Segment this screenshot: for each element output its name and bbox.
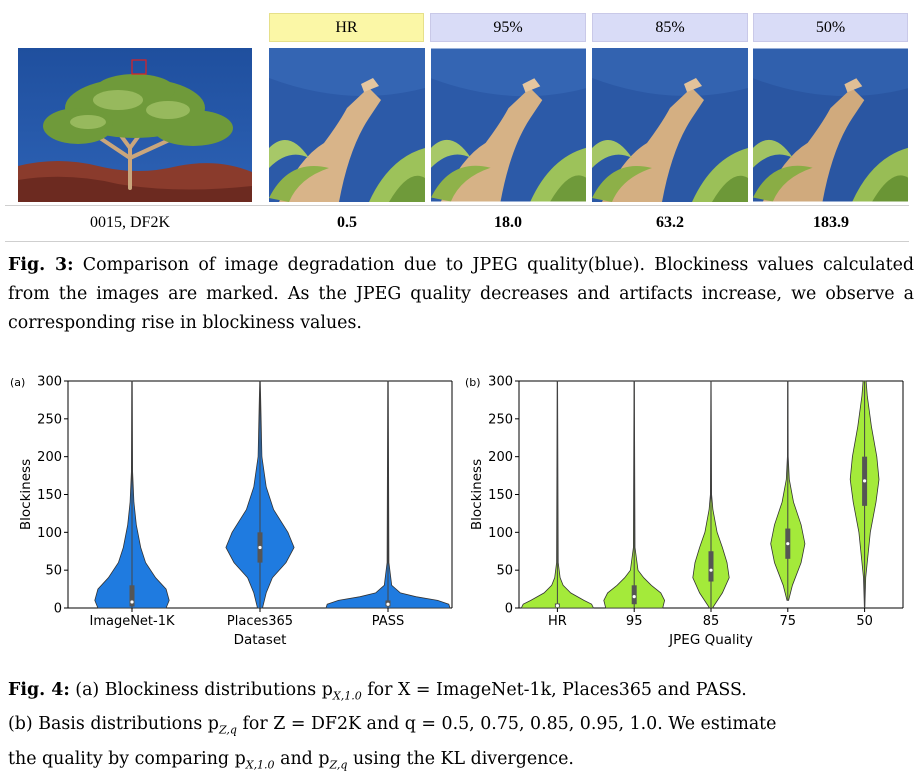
figure-4-plots: (a) 0 50 100 150 200 250 300 Blockiness ImageNet-… <box>10 375 904 648</box>
crop-hr <box>269 48 425 202</box>
y-tick-label: 0 <box>54 602 62 617</box>
fig4-line3-sub1: X,1.0 <box>245 758 275 772</box>
crop-95 <box>431 48 586 202</box>
value-85: 63.2 <box>656 214 684 231</box>
y-tick-label: 200 <box>37 450 62 465</box>
y-tick-label: 300 <box>37 375 62 390</box>
y-tick-label: 100 <box>488 526 513 541</box>
fig4-line3-sub2: Z,q <box>329 758 348 772</box>
y-tick-label: 300 <box>488 375 513 390</box>
x-tick-label: PASS <box>372 614 404 629</box>
violin-median <box>386 602 390 606</box>
crop-marker <box>131 59 147 75</box>
y-tick-label: 0 <box>505 602 513 617</box>
fig3-caption-label: Fig. 3: <box>8 255 74 275</box>
x-tick-label: 85 <box>703 614 720 629</box>
y-tick-label: 250 <box>37 412 62 427</box>
violin-median <box>709 568 713 572</box>
crop-85 <box>592 48 748 202</box>
crop-50 <box>753 48 908 202</box>
fig4-line1-sub: X,1.0 <box>332 689 362 703</box>
x-axis-label: JPEG Quality <box>668 632 753 648</box>
x-axis-label: Dataset <box>234 632 287 648</box>
table-bottom-rule <box>5 241 909 242</box>
fig4-line2-rest: for Z = DF2K and q = 0.5, 0.75, 0.85, 0.… <box>236 714 777 735</box>
violin-iqr <box>631 585 637 605</box>
y-axis-label: Blockiness <box>18 459 34 530</box>
x-tick-label: 95 <box>626 614 643 629</box>
violin-median <box>786 542 790 546</box>
y-tick-label: 250 <box>488 412 513 427</box>
violin-median <box>632 595 636 599</box>
header-85: 85% <box>592 13 748 42</box>
value-hr: 0.5 <box>337 214 357 231</box>
table-top-rule <box>5 205 909 206</box>
violin-median <box>555 604 560 608</box>
violin-iqr <box>129 585 135 607</box>
violin-median <box>863 479 867 483</box>
fig4-line3: the quality by comparing p <box>8 748 246 769</box>
fig3-caption-text: Comparison of image degradation due to J… <box>8 255 915 333</box>
fig4-line2-sub: Z,q <box>218 723 237 737</box>
x-tick-label: HR <box>548 614 567 629</box>
x-tick-label: 75 <box>780 614 797 629</box>
fig4-line1-rest: for X = ImageNet-1k, Places365 and PASS. <box>361 680 747 700</box>
y-tick-label: 50 <box>45 564 62 579</box>
value-50: 183.9 <box>813 214 849 231</box>
violin-median <box>258 545 262 550</box>
fig3-caption: Fig. 3: Comparison of image degradation … <box>8 251 914 338</box>
y-tick-label: 200 <box>488 450 513 465</box>
y-axis-label: Blockiness <box>469 459 485 530</box>
fig4-line1: (a) Blockiness distributions p <box>69 680 333 700</box>
x-tick-label: ImageNet-1K <box>89 614 174 629</box>
fig4-caption-label: Fig. 4: <box>8 680 70 700</box>
header-50: 50% <box>753 13 908 42</box>
panel-label: (a) <box>10 376 25 389</box>
violin-median <box>130 600 134 604</box>
image-label: 0015, DF2K <box>89 214 170 231</box>
y-tick-label: 150 <box>488 488 513 503</box>
header-95: 95% <box>430 13 586 42</box>
panel-label: (b) <box>465 376 481 389</box>
y-tick-label: 50 <box>496 564 513 579</box>
fig4-caption: Fig. 4: (a) Blockiness distributions pX,… <box>8 676 914 779</box>
y-tick-label: 100 <box>37 526 62 541</box>
x-tick-label: 50 <box>856 614 873 629</box>
x-tick-label: Places365 <box>227 614 293 629</box>
fig4-line3-rest: using the KL divergence. <box>347 748 574 769</box>
fig4-line2: (b) Basis distributions p <box>8 714 219 735</box>
source-image <box>18 48 252 202</box>
value-95: 18.0 <box>494 214 522 231</box>
fig4-line3-mid: and p <box>274 748 330 769</box>
violin-iqr <box>708 551 714 582</box>
header-hr: HR <box>269 13 424 42</box>
y-tick-label: 150 <box>37 488 62 503</box>
